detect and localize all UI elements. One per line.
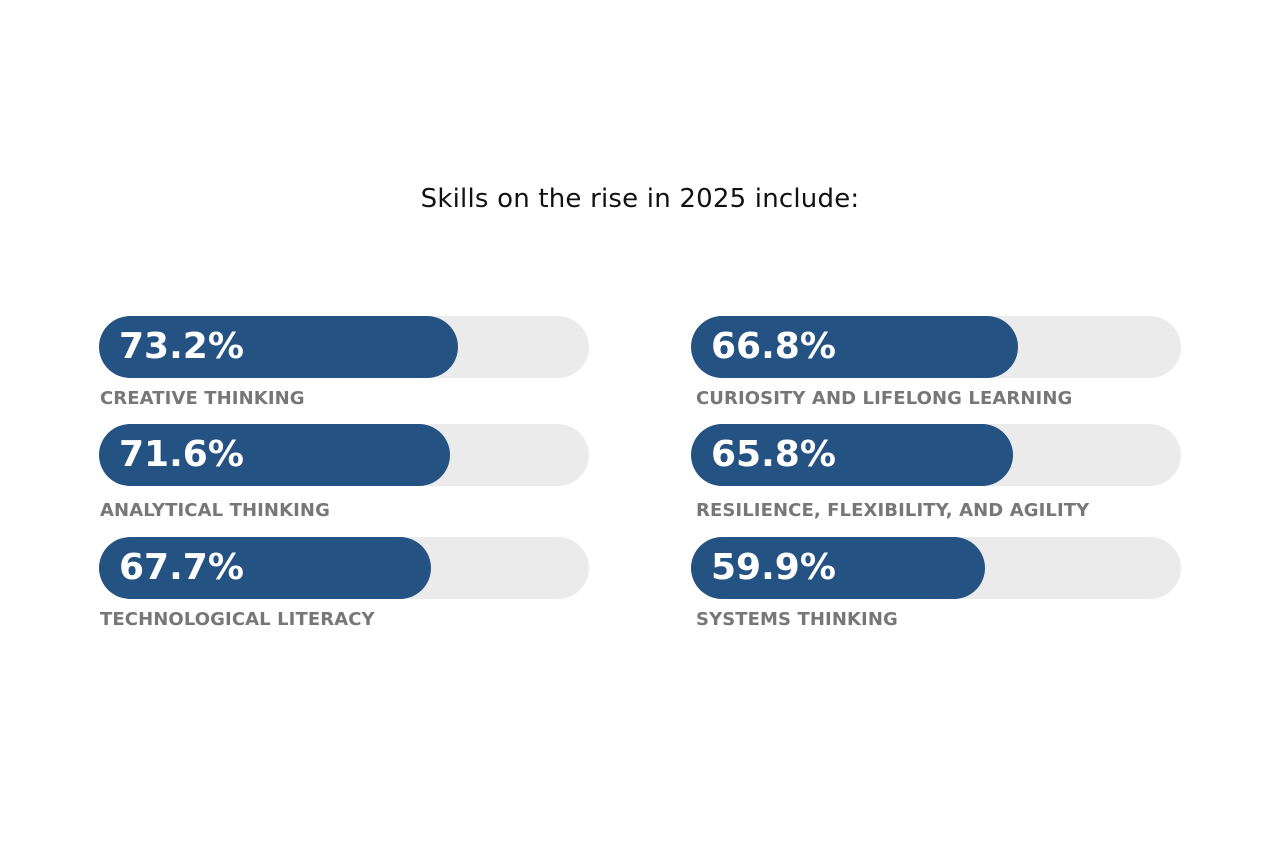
skill-label: ANALYTICAL THINKING: [100, 500, 330, 521]
chart-title: Skills on the rise in 2025 include:: [420, 184, 860, 214]
bar-track: 66.8%: [691, 316, 1181, 378]
percent-label: 59.9%: [711, 547, 836, 588]
skill-label: TECHNOLOGICAL LITERACY: [100, 609, 375, 630]
bar-fill: 59.9%: [691, 537, 985, 599]
skill-bar-technological-literacy: 67.7% TECHNOLOGICAL LITERACY: [99, 537, 589, 647]
percent-label: 65.8%: [711, 434, 836, 475]
percent-label: 71.6%: [119, 434, 244, 475]
skill-bar-systems-thinking: 59.9% SYSTEMS THINKING: [691, 537, 1181, 647]
bar-fill: 67.7%: [99, 537, 431, 599]
bar-track: 73.2%: [99, 316, 589, 378]
bar-fill: 66.8%: [691, 316, 1018, 378]
percent-label: 67.7%: [119, 547, 244, 588]
skill-bar-creative-thinking: 73.2% CREATIVE THINKING: [99, 316, 589, 426]
bar-track: 67.7%: [99, 537, 589, 599]
skill-label: RESILIENCE, FLEXIBILITY, AND AGILITY: [696, 500, 1090, 521]
skill-bar-analytical-thinking: 71.6% ANALYTICAL THINKING: [99, 424, 589, 534]
skill-label: CREATIVE THINKING: [100, 388, 305, 409]
bar-fill: 73.2%: [99, 316, 458, 378]
bar-track: 65.8%: [691, 424, 1181, 486]
skill-label: CURIOSITY AND LIFELONG LEARNING: [696, 388, 1073, 409]
bar-fill: 71.6%: [99, 424, 450, 486]
skill-label: SYSTEMS THINKING: [696, 609, 898, 630]
percent-label: 73.2%: [119, 326, 244, 367]
skill-bar-curiosity-and-lifelong-learning: 66.8% CURIOSITY AND LIFELONG LEARNING: [691, 316, 1181, 426]
bar-track: 59.9%: [691, 537, 1181, 599]
percent-label: 66.8%: [711, 326, 836, 367]
skill-bar-resilience-flexibility-agility: 65.8% RESILIENCE, FLEXIBILITY, AND AGILI…: [691, 424, 1181, 534]
bar-fill: 65.8%: [691, 424, 1013, 486]
bar-track: 71.6%: [99, 424, 589, 486]
